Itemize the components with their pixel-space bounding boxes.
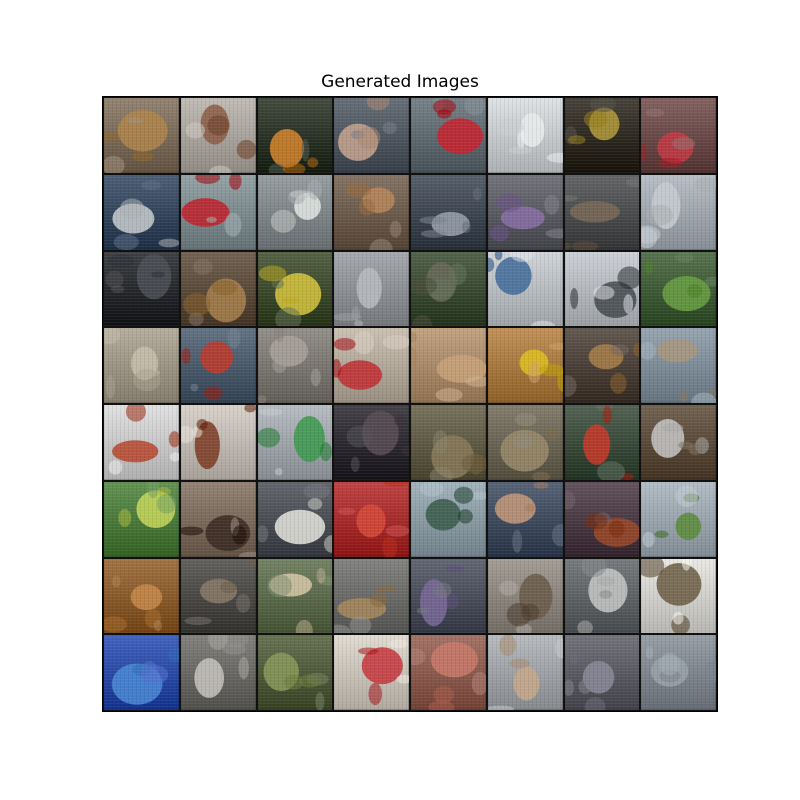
branches-image [411,405,486,480]
blue-plate-image [104,635,179,710]
red-car-image [411,98,486,173]
arch-monument-image [641,328,716,403]
dark-scene-image [334,405,409,480]
orangutan-image [564,481,640,557]
terrier-dog-image [180,251,256,327]
red-toy-image [334,328,409,403]
purple-flowers-image [411,558,486,634]
man-portrait-image [334,98,409,173]
grass-image [257,635,333,710]
sunset-sea-image [487,481,563,557]
pizza-image [104,405,179,480]
image-grid [103,97,717,711]
sleeping-cat-image [487,558,563,634]
cockroach-image [180,405,256,480]
street-image [334,251,409,327]
spider-image [641,481,716,557]
barrels-image [334,174,409,250]
dark-window-image [104,251,179,327]
yellow-flower-image [257,251,333,327]
woman-image [180,481,256,557]
keyboard-image [487,98,563,173]
baskets-image [104,98,179,173]
red-umbrella-image [180,174,256,250]
white-vase-image [180,635,256,710]
tag-necklace-image [564,251,640,327]
truck-image [564,328,640,403]
butterfly-orange-image [257,98,333,173]
red-fish-image [564,405,640,480]
roof-image [180,98,256,173]
grey-cat-image [564,558,640,634]
basket-image [641,558,716,634]
boots-image [487,405,563,480]
group-photo-image [411,251,486,327]
figure-title: Generated Images [321,72,479,92]
butterfly-green-image [104,481,179,557]
shadow-figure-image [180,558,256,634]
teddy-bear-image [411,328,486,403]
green-sign-image [257,405,333,480]
market-people-image [564,635,640,710]
calm-sea-image [641,635,716,710]
lion-image [334,558,409,634]
bread-image [104,558,179,634]
banana-image [487,328,563,403]
image-grid-frame [102,96,718,712]
red-leaf-image [641,98,716,173]
food-plate-image [564,98,640,173]
pills-image [334,635,409,710]
puppy-image [257,558,333,634]
green-pepper-image [641,251,716,327]
building-window-image [104,174,179,250]
crowd-image [487,174,563,250]
skier-image [487,635,563,710]
ambulance-image [257,481,333,557]
hands-objects-image [641,405,716,480]
table-image [564,174,640,250]
pebbles-image [257,328,333,403]
gravel-image [104,328,179,403]
van-image [257,174,333,250]
red-drum-image [334,481,409,557]
blurry-red-image [411,635,486,710]
waterfront-image [411,174,486,250]
dial-image [411,481,486,557]
blue-rings-image [487,251,563,327]
boat-image [180,328,256,403]
water-image [641,174,716,250]
